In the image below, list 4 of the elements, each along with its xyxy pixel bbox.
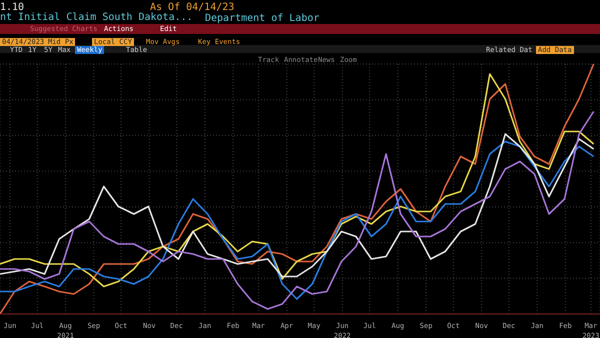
text: 1.10 — [0, 2, 24, 13]
chart-title: nt Initial Claim South Dakota... — [0, 12, 193, 23]
text: Department of Labor — [205, 13, 320, 24]
text: As Of 04/14/23 — [150, 2, 234, 13]
